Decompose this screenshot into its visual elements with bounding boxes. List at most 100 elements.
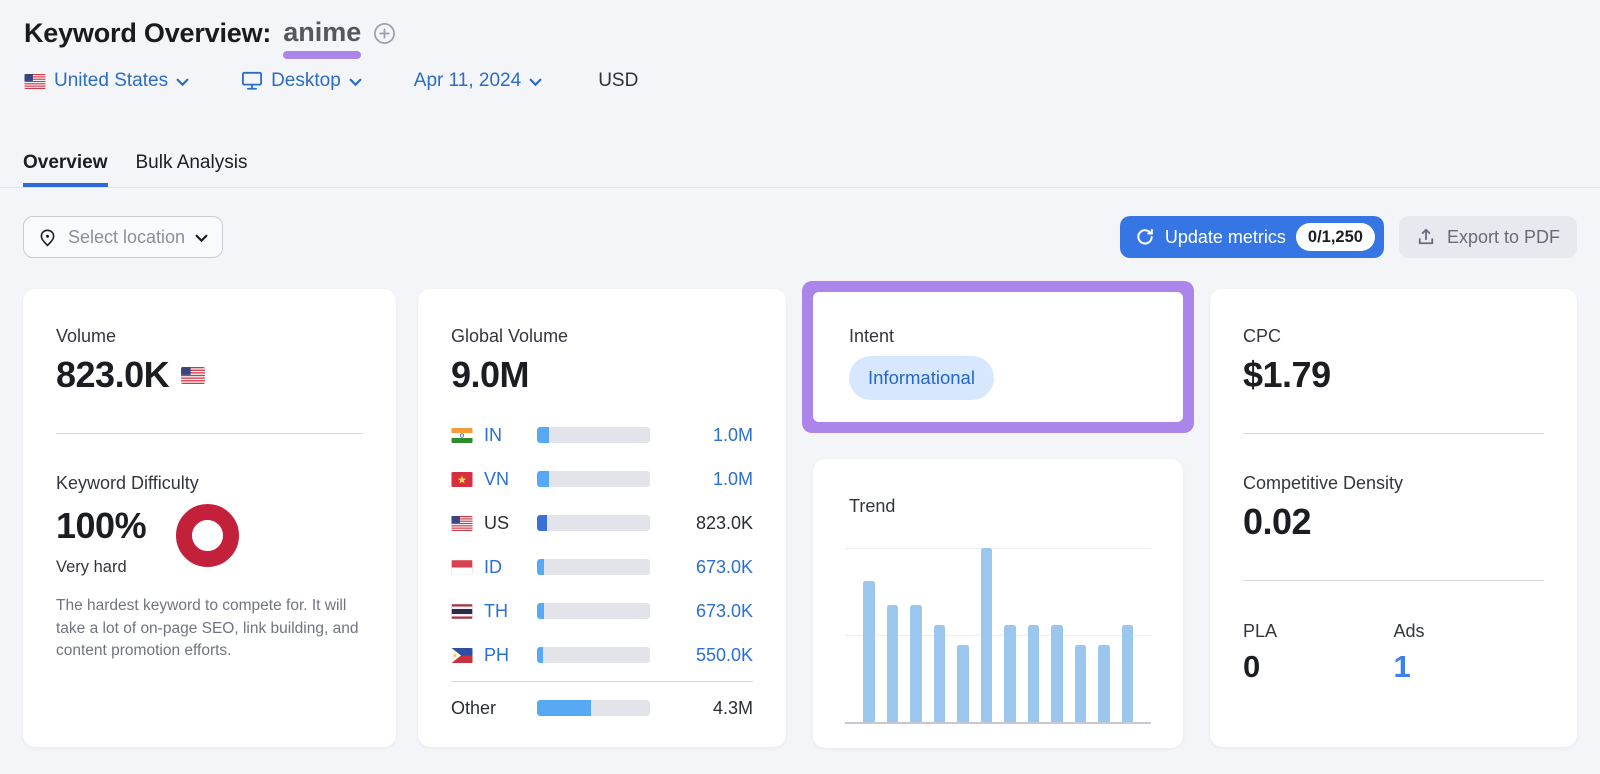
cpc-card: CPC $1.79 Competitive Density 0.02 PLA 0… xyxy=(1210,289,1577,747)
pla-block: PLA 0 xyxy=(1243,620,1394,685)
intent-label: Intent xyxy=(849,325,1183,347)
pla-value: 0 xyxy=(1243,649,1394,685)
competitive-density-label: Competitive Density xyxy=(1243,472,1544,494)
country-volume-value: 4.3M xyxy=(713,698,753,719)
flag-in-icon xyxy=(451,428,473,443)
keyword-difficulty-description: The hardest keyword to compete for. It w… xyxy=(56,595,366,663)
country-code: US xyxy=(484,513,526,534)
divider xyxy=(1243,433,1544,434)
difficulty-donut-gauge xyxy=(176,504,239,567)
header: Keyword Overview: anime xyxy=(24,18,396,59)
chevron-down-icon xyxy=(176,78,189,87)
keyword-difficulty-rating: Very hard xyxy=(56,558,146,577)
pla-label: PLA xyxy=(1243,620,1394,642)
intent-badge[interactable]: Informational xyxy=(849,356,994,400)
chevron-down-icon xyxy=(349,78,362,87)
cpc-label: CPC xyxy=(1243,325,1544,347)
update-quota-badge: 0/1,250 xyxy=(1296,223,1375,251)
divider xyxy=(451,681,753,682)
global-volume-row: VN 1.0M xyxy=(451,457,753,501)
export-icon xyxy=(1416,227,1436,247)
keyword-difficulty-values: 100% Very hard xyxy=(56,504,146,577)
volume-share-bar xyxy=(537,603,650,619)
filters-bar: United States Desktop Apr 11, 2024 U xyxy=(24,70,638,92)
device-dropdown[interactable]: Desktop xyxy=(241,70,362,92)
country-volume-value[interactable]: 550.0K xyxy=(696,645,753,666)
tab-overview[interactable]: Overview xyxy=(23,152,108,187)
location-dropdown[interactable]: United States xyxy=(24,70,189,92)
update-metrics-button[interactable]: Update metrics 0/1,250 xyxy=(1120,216,1384,258)
refresh-icon xyxy=(1135,227,1155,247)
country-volume-value[interactable]: 673.0K xyxy=(696,601,753,622)
country-code[interactable]: IN xyxy=(484,425,526,446)
date-dropdown[interactable]: Apr 11, 2024 xyxy=(414,70,542,92)
volume-value: 823.0K xyxy=(56,353,169,397)
intent-card: Intent Informational xyxy=(813,292,1183,422)
ads-block: Ads 1 xyxy=(1394,620,1545,685)
device-dropdown-label: Desktop xyxy=(271,70,341,92)
trend-bar xyxy=(910,605,922,722)
flag-us-icon xyxy=(451,516,473,531)
keyword-overview-page: Keyword Overview: anime United States xyxy=(0,0,1600,774)
global-volume-value: 9.0M xyxy=(451,353,753,397)
competitive-density-value: 0.02 xyxy=(1243,500,1544,544)
chevron-down-icon xyxy=(195,234,208,243)
volume-label: Volume xyxy=(56,325,363,347)
country-volume-value: 823.0K xyxy=(696,513,753,534)
flag-vn-icon xyxy=(451,472,473,487)
ads-value[interactable]: 1 xyxy=(1394,649,1545,685)
pla-ads-row: PLA 0 Ads 1 xyxy=(1243,620,1544,685)
volume-share-bar xyxy=(537,647,650,663)
global-volume-label: Global Volume xyxy=(451,325,753,347)
currency-label: USD xyxy=(598,70,638,92)
global-volume-row: ID 673.0K xyxy=(451,545,753,589)
global-volume-rows: IN 1.0M VN 1.0M US 823.0K ID 673.0K TH 673.0K PH 55… xyxy=(451,413,753,730)
volume-share-bar xyxy=(537,515,650,531)
country-volume-value[interactable]: 1.0M xyxy=(713,469,753,490)
intent-highlight-box: Intent Informational xyxy=(802,281,1194,433)
global-volume-other-row: Other4.3M xyxy=(451,686,753,730)
keyword-underline-highlight xyxy=(283,51,361,59)
keyword-difficulty-row: 100% Very hard xyxy=(56,504,363,577)
export-pdf-button[interactable]: Export to PDF xyxy=(1399,216,1577,258)
trend-bar xyxy=(1051,625,1063,722)
country-code[interactable]: VN xyxy=(484,469,526,490)
trend-bar xyxy=(863,581,875,722)
tab-bulk-analysis[interactable]: Bulk Analysis xyxy=(136,152,248,187)
toolbar: Select location Update metrics 0/1,250 xyxy=(0,216,1600,258)
country-volume-value[interactable]: 673.0K xyxy=(696,557,753,578)
volume-share-bar xyxy=(537,700,650,716)
global-volume-row: PH 550.0K xyxy=(451,633,753,677)
add-keyword-icon[interactable] xyxy=(373,22,396,45)
flag-ph-icon xyxy=(451,648,473,663)
flag-us-icon xyxy=(24,74,46,89)
cpc-value: $1.79 xyxy=(1243,353,1544,397)
volume-share-bar xyxy=(537,559,650,575)
toolbar-right: Update metrics 0/1,250 Export to PDF xyxy=(1120,216,1577,258)
date-dropdown-label: Apr 11, 2024 xyxy=(414,70,521,92)
volume-value-row: 823.0K xyxy=(56,353,363,397)
global-volume-row: IN 1.0M xyxy=(451,413,753,457)
global-volume-row: TH 673.0K xyxy=(451,589,753,633)
country-code[interactable]: ID xyxy=(484,557,526,578)
country-code[interactable]: PH xyxy=(484,645,526,666)
location-dropdown-label: United States xyxy=(54,70,168,92)
flag-us-icon xyxy=(181,367,205,384)
country-code[interactable]: TH xyxy=(484,601,526,622)
volume-share-bar xyxy=(537,427,650,443)
page-title: Keyword Overview: xyxy=(24,18,271,49)
global-volume-card: Global Volume 9.0M IN1.0MVN1.0MUS823.0KI… xyxy=(418,289,786,747)
trend-card: Trend xyxy=(813,459,1183,748)
trend-bar xyxy=(887,605,899,722)
trend-bar xyxy=(1004,625,1016,722)
desktop-icon xyxy=(241,71,263,91)
country-volume-value[interactable]: 1.0M xyxy=(713,425,753,446)
global-volume-row: US 823.0K xyxy=(451,501,753,545)
trend-bar xyxy=(1075,645,1087,722)
trend-bars xyxy=(863,548,1133,722)
trend-bar xyxy=(1028,625,1040,722)
chevron-down-icon xyxy=(529,78,542,87)
volume-difficulty-card: Volume 823.0K Keyword Difficulty 100% Ve… xyxy=(23,289,396,747)
select-location-button[interactable]: Select location xyxy=(23,216,223,258)
flag-th-icon xyxy=(451,604,473,619)
